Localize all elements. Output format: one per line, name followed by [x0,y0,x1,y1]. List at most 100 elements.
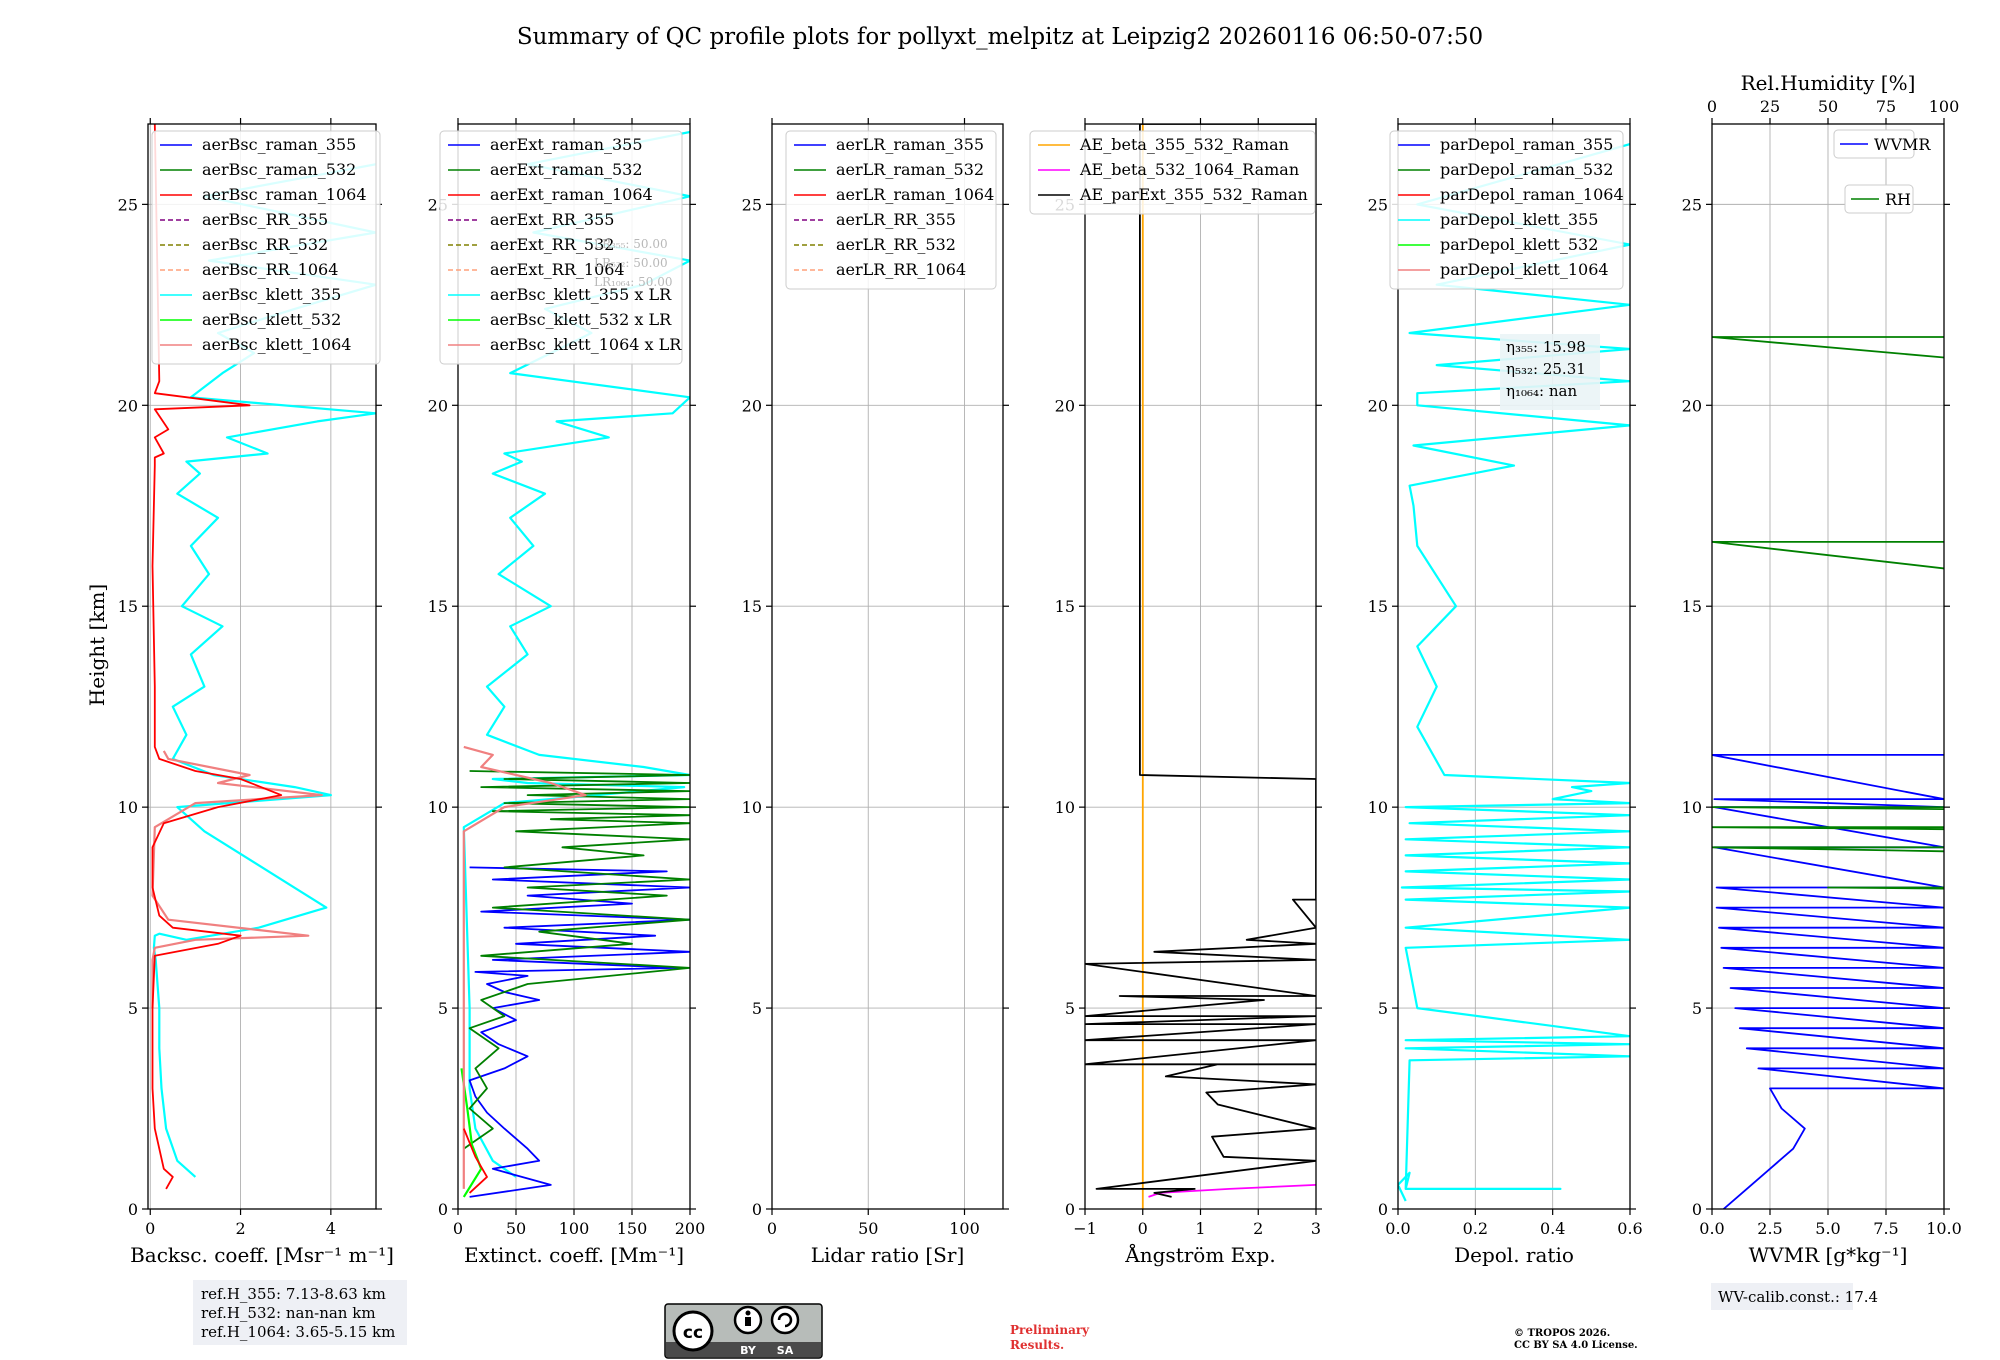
legend-entry: aerExt_RR_532 [490,235,614,254]
legend-box [1389,130,1624,290]
y-tick-label: 10 [118,798,138,817]
legend: WVMR RH [1833,129,1931,214]
series-line-aerExt_raman_532 [463,770,690,1150]
top-x-tick-label: 25 [1760,97,1780,116]
legend-entry: aerExt_raman_1064 [490,185,653,204]
y-tick-label: 20 [1368,396,1388,415]
ref-height-532: ref.H_532: nan-nan km [201,1304,376,1322]
x-tick-label: 2 [1253,1219,1263,1238]
legend-entry: WVMR [1874,135,1931,154]
x-tick-label: 50 [858,1219,878,1238]
x-tick-label: 0 [453,1219,463,1238]
legend-entry: aerBsc_klett_355 x LR [490,285,672,304]
lr-note: LR₅₃₂: 50.00 [594,256,668,270]
series-line-aerBsc_klett_1064 [151,750,323,1009]
legend-entry: aerBsc_RR_532 [202,235,328,254]
x-tick-label: 0 [145,1219,155,1238]
y-tick-label: 15 [742,597,762,616]
y-tick-label: 5 [752,999,762,1018]
legend-entry: aerExt_RR_355 [490,210,614,229]
legend-entry: aerLR_raman_355 [836,135,984,154]
legend-box [151,130,381,365]
cc-icon [672,1310,714,1352]
legend-entry: aerLR_RR_1064 [836,260,966,279]
y-tick-label: 10 [1368,798,1388,817]
legend: aerBsc_raman_355 aerBsc_raman_532 aerBsc_r… [151,130,381,365]
x-tick-label: 0.0 [1699,1219,1724,1238]
top-x-tick-label: 75 [1876,97,1896,116]
x-tick-label: 3 [1311,1219,1321,1238]
y-tick-label: 0 [1378,1200,1388,1219]
ref-height-background [193,1280,407,1345]
preliminary-label-1: Preliminary [1010,1323,1090,1337]
legend-entry: parDepol_klett_355 [1440,210,1598,229]
legend-entry: aerBsc_RR_355 [202,210,328,229]
legend-entry: aerBsc_klett_532 [202,310,341,329]
eta-note: η₁₀₆₄: nan [1506,382,1577,400]
legend: aerLR_raman_355 aerLR_raman_532 aerLR_rama… [785,130,997,290]
x-tick-label: −1 [1073,1219,1097,1238]
legend-entry: aerLR_raman_1064 [836,185,994,204]
series-line-parDepol_klett_355 [1398,143,1630,1202]
y-tick-label: 0 [1065,1200,1075,1219]
legend-entry: parDepol_raman_532 [1440,160,1613,179]
sa-share-alike-icon [770,1305,800,1335]
eta-note: η₃₅₅: 15.98 [1506,338,1586,356]
y-tick-label: 10 [428,798,448,817]
series-line-aerExt_raman_355 [468,866,690,1198]
legend-entry: AE_beta_355_532_Raman [1079,135,1289,154]
legend-box [1833,129,1915,159]
y-axis-label: Height [km] [85,584,109,706]
x-tick-label: 0 [767,1219,777,1238]
axes-frame [147,123,377,1210]
legend-entry: aerBsc_raman_355 [202,135,356,154]
x-tick-label: 4 [326,1219,336,1238]
x-tick-label: 2.5 [1757,1219,1782,1238]
x-axis-label: WVMR [g*kg⁻¹] [1749,1243,1908,1267]
lr-note: LR₃₅₅: 50.00 [594,237,668,251]
x-tick-label: 0.0 [1385,1219,1410,1238]
legend-entry: aerBsc_klett_532 x LR [490,310,672,329]
y-tick-label: 20 [1055,396,1075,415]
panel-ae: −101230510152025Ångström Exp.AE_beta_355… [1029,118,1322,1267]
legend-entry: parDepol_klett_1064 [1440,260,1609,279]
preliminary-label-2: Results. [1010,1338,1064,1352]
y-tick-label: 0 [438,1200,448,1219]
y-tick-label: 15 [118,597,138,616]
y-tick-label: 20 [118,396,138,415]
wv-calib-const: WV-calib.const.: 17.4 [1718,1288,1878,1306]
lr-note: LR₁₀₆₄: 50.00 [594,275,672,289]
legend-entry: RH [1885,190,1911,209]
axes-frame [771,123,1004,1210]
legend-entry: aerBsc_klett_1064 [202,335,351,354]
x-tick-label: 1 [1195,1219,1205,1238]
y-tick-label: 25 [1682,195,1702,214]
top-x-tick-label: 0 [1707,97,1717,116]
legend-entry: aerLR_RR_532 [836,235,956,254]
legend: aerExt_raman_355 aerExt_raman_532 aerExt_r… [439,130,683,365]
x-tick-label: 2 [235,1219,245,1238]
eta-note: η₅₃₂: 25.31 [1506,360,1586,378]
legend-entry: parDepol_raman_355 [1440,135,1613,154]
y-tick-label: 15 [1682,597,1702,616]
legend-box [439,130,683,365]
wv-calib-box: WV-calib.const.: 17.4 [1711,1283,1878,1310]
by-icon-head [745,1310,751,1316]
legend-entry: parDepol_klett_532 [1440,235,1598,254]
series-line-aerBsc_klett_1064 x LR [462,745,587,1189]
copyright-line-1: © TROPOS 2026. [1514,1328,1610,1339]
x-tick-label: 7.5 [1873,1219,1898,1238]
panel-lr: 0 50 100 0 5 10 15 20 25 Lidar ratio [Sr] aerLR_ra… [742,118,1009,1267]
wv-calib-background [1711,1283,1853,1310]
series-line-aerBsc_klett_532 x LR [460,1068,483,1198]
y-tick-label: 20 [428,396,448,415]
legend-box [1029,130,1316,215]
y-tick-label: 5 [1065,999,1075,1018]
series-line-aerExt_raman_1064 [462,1128,488,1194]
legend-entry: aerExt_RR_1064 [490,260,625,279]
eta-box [1500,334,1600,410]
copyright-line-2: CC BY SA 4.0 License. [1514,1340,1638,1351]
x-tick-label: 150 [617,1219,648,1238]
legend-entry: aerBsc_raman_1064 [202,185,367,204]
